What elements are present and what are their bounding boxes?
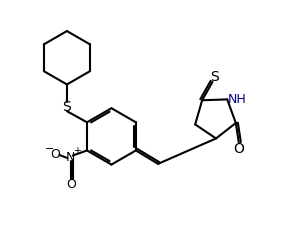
Text: +: + <box>74 146 82 156</box>
Text: NH: NH <box>227 93 246 106</box>
Text: O: O <box>66 178 76 191</box>
Text: O: O <box>233 142 244 156</box>
Text: S: S <box>210 70 219 83</box>
Text: N: N <box>66 151 75 164</box>
Text: −: − <box>45 144 54 154</box>
Text: O: O <box>50 148 60 162</box>
Text: S: S <box>63 100 71 114</box>
